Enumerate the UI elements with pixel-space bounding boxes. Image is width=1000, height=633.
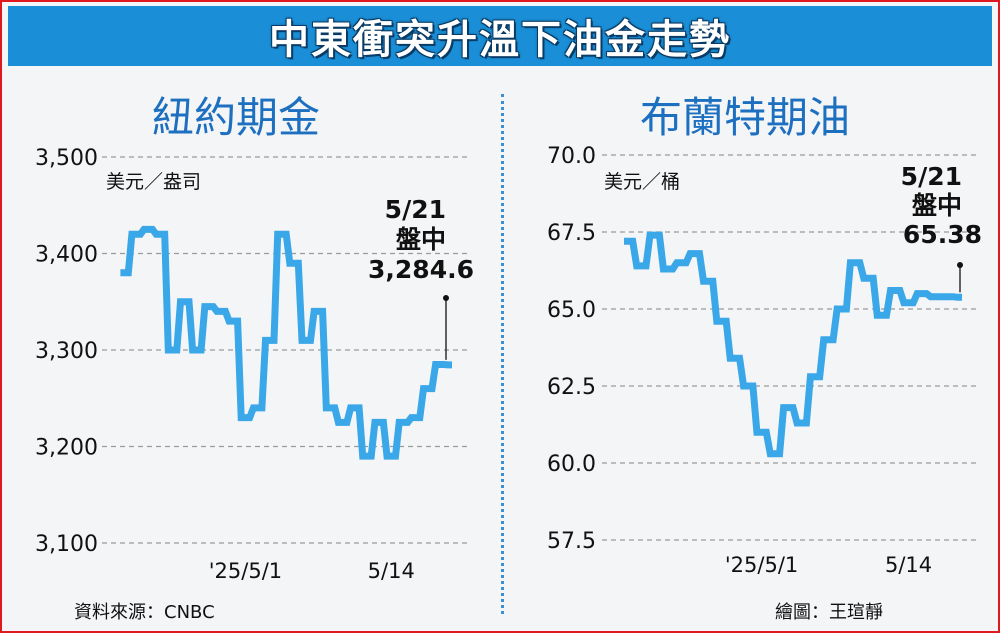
gold-panel-title: 紐約期金 xyxy=(152,93,321,142)
brent-annotation-dot xyxy=(957,262,963,268)
gold-xtick-label: '25/5/1 xyxy=(209,559,282,583)
gold-annotation-note: 盤中 xyxy=(396,225,446,254)
brent-unit-label: 美元／桶 xyxy=(604,171,680,193)
brent-ytick-label: 62.5 xyxy=(547,375,596,400)
brent-ytick-label: 67.5 xyxy=(547,221,596,246)
gold-annotation-date: 5/21 xyxy=(385,195,446,224)
brent-annotation-note: 盤中 xyxy=(912,191,962,220)
gold-price-line xyxy=(120,225,452,460)
gold-ytick-label: 3,200 xyxy=(35,436,98,461)
brent-ytick-label: 70.0 xyxy=(547,144,596,169)
brent-ytick-label: 57.5 xyxy=(547,529,596,554)
brent-annotation-date: 5/21 xyxy=(901,162,962,191)
credit-note: 繪圖：王瑄靜 xyxy=(775,602,883,623)
brent-ytick-label: 60.0 xyxy=(547,452,596,477)
brent-ytick-label: 65.0 xyxy=(547,298,596,323)
panel-divider xyxy=(501,94,504,614)
gold-xtick-label: 5/14 xyxy=(368,559,415,583)
gold-annotation-dot xyxy=(443,295,449,301)
brent-price-line xyxy=(624,231,962,458)
brent-annotation-value: 65.38 xyxy=(903,220,982,249)
gold-ytick-label: 3,300 xyxy=(35,339,98,364)
main-title: 中東衝突升溫下油金走勢 xyxy=(269,17,731,63)
gold-ytick-label: 3,400 xyxy=(35,243,98,268)
source-note: 資料來源：CNBC xyxy=(74,602,215,623)
gold-ytick-label: 3,500 xyxy=(35,146,98,171)
brent-panel-title: 布蘭特期油 xyxy=(640,93,851,142)
gold-annotation-value: 3,284.6 xyxy=(368,255,474,284)
gold-ytick-label: 3,100 xyxy=(35,532,98,557)
brent-xtick-label: '25/5/1 xyxy=(725,553,798,577)
title-banner: 中東衝突升溫下油金走勢 xyxy=(8,6,992,66)
brent-xtick-label: 5/14 xyxy=(885,553,932,577)
gold-unit-label: 美元／盎司 xyxy=(106,171,201,193)
